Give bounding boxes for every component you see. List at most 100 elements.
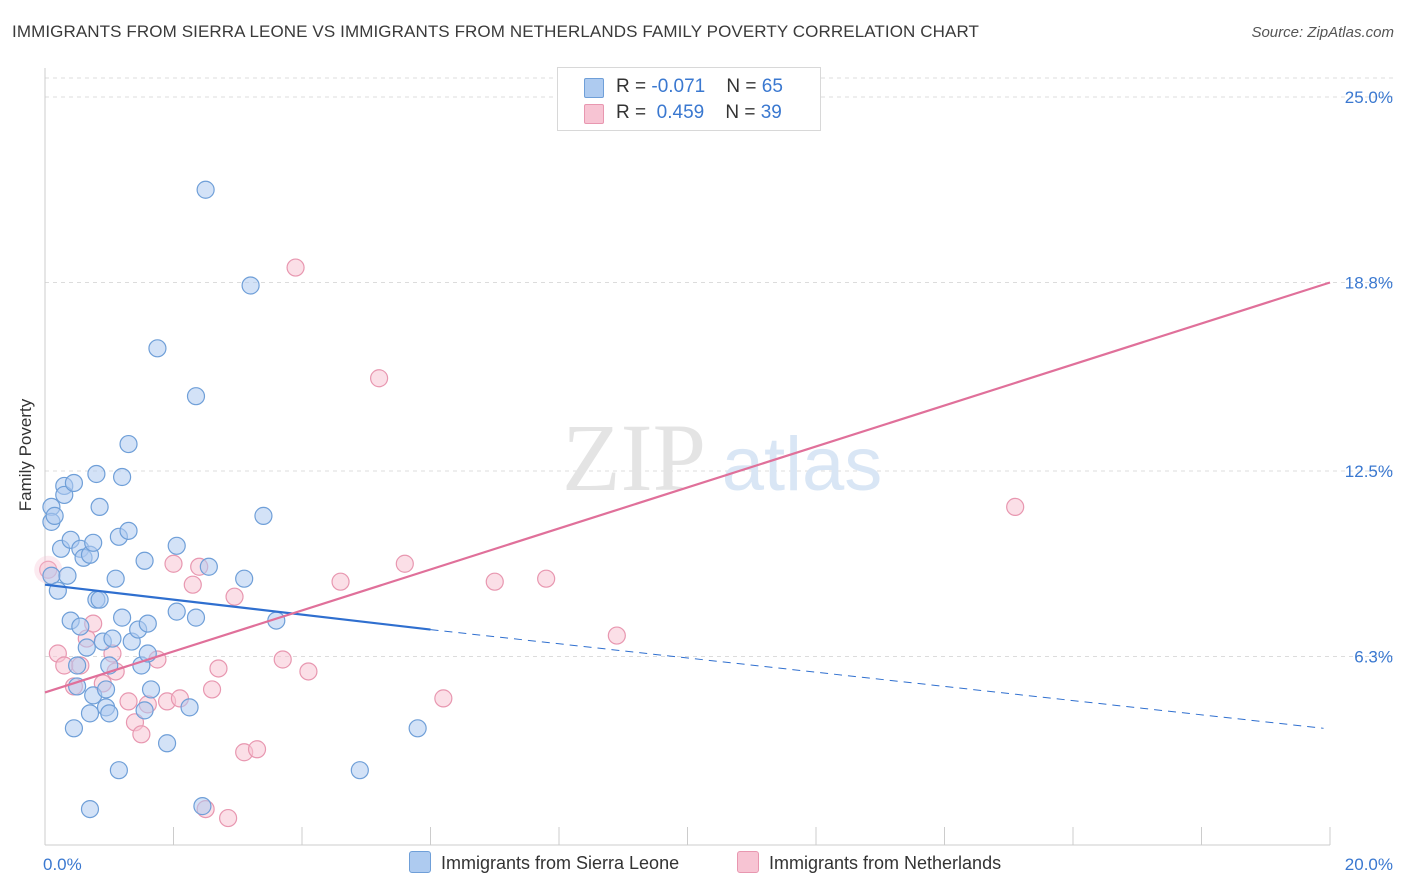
pink-swatch-icon [737, 851, 759, 873]
sierra-leone-points [42, 180, 427, 819]
data-point-netherlands [119, 692, 138, 711]
x-tick-label: 20.0% [1345, 855, 1393, 874]
legend-label: Immigrants from Netherlands [769, 853, 1002, 873]
trend-lines [44, 281, 1331, 729]
data-point-netherlands [607, 626, 626, 645]
tick-labels: 6.3% 12.5% 18.8% 25.0% 0.0% 20.0% [43, 88, 1393, 874]
data-point-sierra-leone [64, 719, 84, 738]
n-value: 39 [760, 102, 782, 123]
data-point-sierra-leone [80, 704, 100, 723]
data-point-sierra-leone [141, 680, 161, 699]
data-point-netherlands [183, 575, 202, 594]
data-point-sierra-leone [84, 533, 103, 552]
correlation-legend: R = -0.071 N = 65 R = 0.459 N = 39 [557, 67, 821, 131]
data-point-sierra-leone [71, 617, 90, 636]
r-value: -0.071 [651, 76, 706, 97]
data-point-sierra-leone [167, 602, 186, 621]
data-point-sierra-leone [68, 656, 87, 675]
y-tick-label: 18.8% [1345, 274, 1393, 293]
grid-lines [45, 77, 1395, 658]
data-point-sierra-leone [186, 387, 206, 406]
legend-item-sierra-leone: Immigrants from Sierra Leone [409, 851, 679, 874]
data-point-sierra-leone [199, 557, 218, 576]
data-point-sierra-leone [193, 797, 212, 816]
data-point-netherlands [537, 569, 556, 588]
n-label: N = [726, 76, 762, 97]
data-point-netherlands [209, 659, 228, 678]
data-point-sierra-leone [196, 180, 215, 199]
trend-line-sierra-leone-extension [430, 629, 1324, 729]
y-tick-label: 25.0% [1345, 88, 1393, 107]
data-point-sierra-leone [148, 339, 167, 358]
trend-line-sierra-leone [44, 583, 431, 631]
trend-line-netherlands [44, 281, 1331, 694]
data-point-sierra-leone [112, 467, 132, 487]
legend-item-netherlands: Immigrants from Netherlands [737, 851, 1001, 874]
data-point-netherlands [286, 258, 305, 277]
data-point-sierra-leone [55, 485, 74, 505]
data-point-netherlands [273, 650, 292, 669]
data-point-sierra-leone [68, 677, 87, 696]
data-point-sierra-leone [135, 551, 154, 570]
data-point-netherlands [1006, 497, 1025, 517]
data-point-sierra-leone [87, 464, 106, 484]
data-point-sierra-leone [109, 761, 128, 780]
data-point-netherlands [225, 587, 244, 606]
r-value: 0.459 [651, 102, 705, 123]
data-point-sierra-leone [58, 566, 77, 585]
data-point-sierra-leone [100, 704, 119, 723]
data-point-netherlands [331, 572, 350, 591]
data-point-netherlands [434, 689, 453, 708]
n-value: 65 [761, 76, 783, 97]
legend-label: Immigrants from Sierra Leone [441, 853, 680, 873]
data-point-sierra-leone [235, 569, 254, 588]
blue-swatch-icon [409, 851, 431, 873]
y-tick-label: 12.5% [1345, 462, 1393, 481]
axes [44, 68, 1331, 846]
watermark-zip: ZIP [562, 404, 706, 511]
data-point-sierra-leone [167, 536, 186, 555]
data-point-sierra-leone [103, 629, 122, 648]
data-point-netherlands [485, 572, 504, 591]
data-point-sierra-leone [80, 799, 100, 819]
data-point-sierra-leone [77, 638, 96, 657]
data-point-sierra-leone [408, 719, 427, 738]
data-point-sierra-leone [350, 761, 369, 780]
data-point-netherlands [202, 680, 222, 699]
n-label: N = [725, 102, 761, 123]
data-point-netherlands [219, 808, 238, 828]
data-point-sierra-leone [96, 680, 116, 699]
data-point-sierra-leone [241, 276, 260, 295]
pink-swatch-icon [584, 104, 604, 124]
y-tick-label: 6.3% [1354, 648, 1393, 667]
data-point-sierra-leone [180, 698, 199, 717]
blue-swatch-icon [584, 78, 604, 98]
data-point-sierra-leone [135, 701, 154, 720]
data-point-sierra-leone [64, 473, 84, 493]
data-point-sierra-leone [106, 569, 125, 588]
watermark: ZIP atlas [562, 404, 882, 511]
data-point-sierra-leone [119, 434, 138, 454]
watermark-atlas: atlas [722, 422, 883, 507]
data-point-netherlands [247, 740, 267, 759]
data-point-sierra-leone [112, 608, 132, 627]
data-point-sierra-leone [90, 590, 109, 609]
data-point-sierra-leone [45, 506, 64, 525]
data-point-sierra-leone [157, 734, 177, 753]
data-point-netherlands [299, 662, 318, 681]
data-point-netherlands [132, 725, 151, 744]
data-point-sierra-leone [186, 608, 206, 627]
source-credit: Source: ZipAtlas.com [1251, 24, 1394, 41]
legend-row-text: R = 0.459 N = 39 [616, 102, 782, 124]
data-point-sierra-leone [90, 497, 109, 517]
data-point-netherlands [370, 369, 389, 388]
data-point-sierra-leone [138, 614, 157, 633]
series-legend: Immigrants from Sierra Leone Immigrants … [0, 851, 1406, 879]
data-point-sierra-leone [254, 506, 273, 525]
r-label: R = [616, 76, 652, 97]
r-label: R = [616, 102, 652, 123]
data-point-netherlands [395, 554, 414, 573]
legend-row-text: R = -0.071 N = 65 [616, 76, 783, 98]
x-tick-label: 0.0% [43, 855, 82, 874]
